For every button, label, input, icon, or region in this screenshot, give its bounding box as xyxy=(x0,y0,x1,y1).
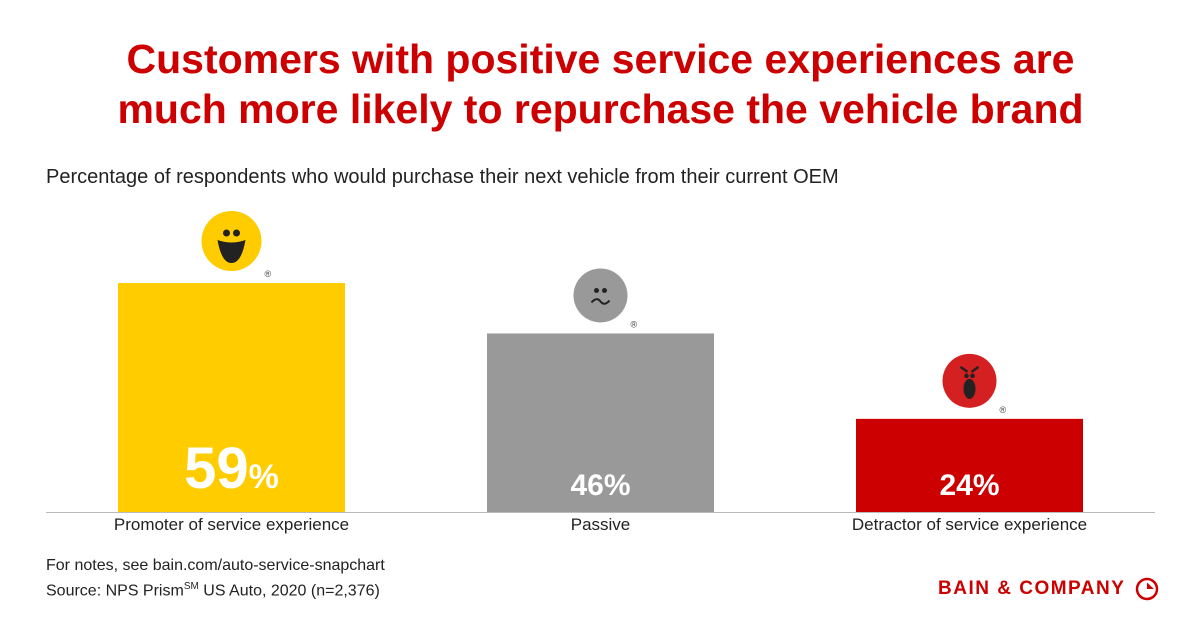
source-sup: SM xyxy=(183,581,199,592)
registered-mark: ® xyxy=(1000,405,1007,415)
bain-logo: BAIN & COMPANY xyxy=(938,577,1159,601)
notes-line: For notes, see bain.com/auto-service-sna… xyxy=(46,557,385,574)
registered-mark: ® xyxy=(265,269,272,279)
data-label: 46% xyxy=(570,469,630,502)
chart-subtitle: Percentage of respondents who would purc… xyxy=(46,166,839,188)
neutral-face-icon xyxy=(573,268,628,323)
logo-text: BAIN & COMPANY xyxy=(938,578,1126,599)
logo-icon xyxy=(1136,577,1159,601)
data-label: 24% xyxy=(939,469,999,502)
bar-0 xyxy=(118,283,345,512)
source-prefix: Source: NPS Prism xyxy=(46,582,184,600)
category-label: Passive xyxy=(571,515,631,534)
chart-title: Customers with positive service experien… xyxy=(0,34,1201,134)
data-label: 59% xyxy=(184,436,279,501)
category-label: Detractor of service experience xyxy=(852,515,1087,534)
bar-1 xyxy=(487,333,714,512)
title-line-2: much more likely to repurchase the vehic… xyxy=(117,86,1084,132)
smiling-face-icon xyxy=(201,211,262,271)
source-suffix: US Auto, 2020 (n=2,376) xyxy=(198,582,380,600)
bar-chart: 59% Promoter of service experience ® 46% Pas… xyxy=(46,211,1155,534)
category-label: Promoter of service experience xyxy=(114,515,349,534)
registered-mark: ® xyxy=(631,319,638,329)
source-line: Source: NPS PrismSM US Auto, 2020 (n=2,3… xyxy=(46,581,380,600)
bar-2 xyxy=(856,418,1083,512)
title-line-1: Customers with positive service experien… xyxy=(126,36,1075,82)
angry-face-icon xyxy=(942,353,997,408)
